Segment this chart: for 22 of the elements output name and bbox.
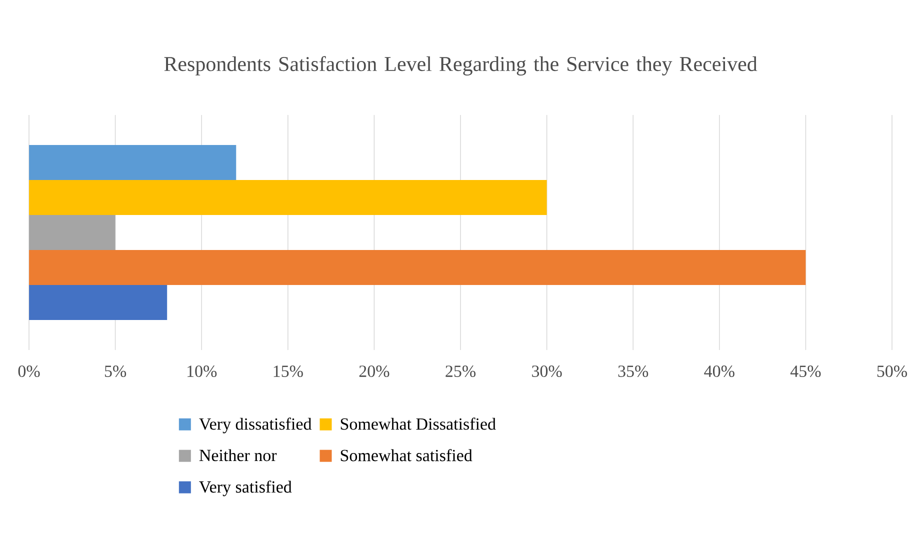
x-tick-label: 15%: [274, 366, 303, 378]
legend-label: Very dissatisfied: [199, 418, 312, 434]
x-tick-label: 20%: [359, 366, 390, 378]
bar: [29, 284, 168, 320]
legend-label: Somewhat satisfied: [340, 449, 472, 462]
x-tick-label: 30%: [532, 366, 562, 378]
bar: [29, 180, 547, 215]
x-tick-label: 40%: [704, 366, 734, 378]
x-tick-label: 0%: [18, 366, 40, 378]
legend-label: Neither nor: [199, 449, 277, 462]
bar: [29, 214, 116, 250]
bar: [29, 250, 806, 285]
legend-label: Very satisfied: [199, 480, 292, 496]
bar: [29, 144, 236, 180]
x-tick-label: 25%: [446, 366, 476, 378]
legend-label: Somewhat Dissatisfied: [340, 418, 496, 430]
x-tick-label: 35%: [618, 366, 648, 378]
x-tick-label: 5%: [104, 366, 126, 378]
x-tick-label: 45%: [790, 366, 821, 378]
x-tick-label: 10%: [188, 366, 217, 378]
x-tick-label: 50%: [877, 366, 907, 378]
chart-title: Respondents Satisfaction Level Regarding the Service they Received: [164, 56, 758, 76]
